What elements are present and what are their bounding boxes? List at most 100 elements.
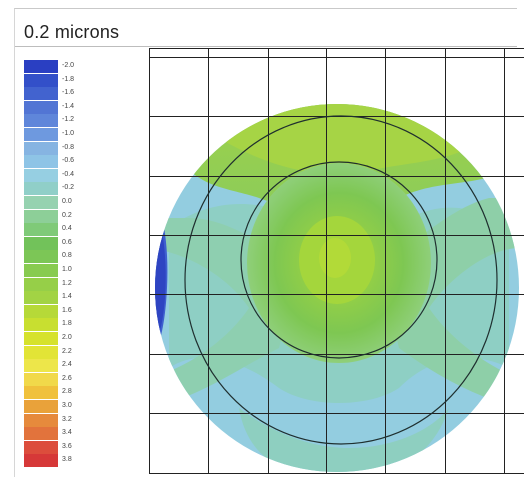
- legend-swatch: [24, 427, 58, 441]
- legend-value-label: 1.4: [62, 293, 72, 301]
- legend-swatch: [24, 155, 58, 169]
- inner-zone-circle: [240, 161, 438, 359]
- legend-value-label: 3.8: [62, 456, 72, 464]
- legend-entry: 2.0: [24, 332, 84, 345]
- legend-value-label: -0.4: [62, 170, 75, 178]
- legend-entry: -1.6: [24, 87, 84, 101]
- legend-entry: 3.2: [24, 413, 84, 427]
- legend-swatch: [24, 440, 58, 454]
- legend-entry: 1.4: [24, 291, 84, 305]
- scale-title: 0.2 microns: [24, 22, 120, 42]
- legend-swatch: [24, 386, 58, 400]
- legend-entry: 1.8: [24, 318, 84, 332]
- legend-entry: -2.0: [24, 60, 84, 73]
- legend-swatch: [24, 454, 58, 468]
- legend-value-label: -0.6: [62, 157, 75, 165]
- topography-map: [149, 48, 524, 474]
- legend-swatch: [24, 209, 58, 223]
- legend-entry: 2.8: [24, 386, 84, 400]
- legend-value-label: -1.0: [62, 130, 75, 137]
- color-map-panel: 0.2 microns -2.0 -1.8 -1.6 -1.4 -1.2 -1.0 -0.8…: [14, 8, 524, 477]
- legend-entry: 0.6: [24, 236, 84, 250]
- legend-entry: -1.0: [24, 128, 84, 141]
- legend-value-label: 0.2: [62, 211, 72, 219]
- legend-entry: 2.4: [24, 359, 84, 373]
- legend-entry: -0.2: [24, 182, 84, 196]
- legend-swatch: [24, 223, 58, 237]
- legend-value-label: -0.8: [62, 143, 75, 151]
- legend-entry: 2.6: [24, 372, 84, 386]
- outer-zone-circle: [184, 115, 498, 445]
- legend-swatch: [24, 100, 58, 114]
- legend-swatch: [24, 182, 58, 196]
- legend-swatch: [24, 318, 58, 332]
- lower-teal-zone: [239, 408, 449, 472]
- legend-swatch: [24, 168, 58, 182]
- legend-value-label: 0.6: [62, 238, 72, 246]
- legend-entry: -0.6: [24, 155, 84, 169]
- legend-value-label: 1.2: [62, 279, 72, 287]
- legend-swatch: [24, 359, 58, 373]
- legend-entry: 0.0: [24, 196, 84, 209]
- legend-value-label: 1.8: [62, 320, 72, 328]
- legend-swatch: [24, 236, 58, 250]
- legend-entry: -1.2: [24, 114, 84, 128]
- legend-value-label: 2.0: [62, 334, 72, 341]
- legend-entry: 1.0: [24, 264, 84, 277]
- legend-swatch: [24, 87, 58, 101]
- legend-swatch: [24, 196, 58, 209]
- legend-entry: -0.8: [24, 141, 84, 155]
- legend-value-label: 2.8: [62, 388, 72, 396]
- legend-entry: -1.8: [24, 73, 84, 87]
- legend-value-label: 3.0: [62, 402, 72, 409]
- legend-entry: 1.2: [24, 277, 84, 291]
- legend-value-label: 3.2: [62, 415, 72, 423]
- legend-entry: 0.2: [24, 209, 84, 223]
- legend-entry: 2.2: [24, 345, 84, 359]
- legend-swatch: [24, 141, 58, 155]
- header-divider: [15, 46, 517, 47]
- legend-value-label: -1.2: [62, 116, 75, 124]
- legend-value-label: -1.4: [62, 102, 75, 110]
- legend-value-label: 2.2: [62, 347, 72, 355]
- legend-entry: 0.8: [24, 250, 84, 264]
- legend-swatch: [24, 400, 58, 413]
- legend-swatch: [24, 73, 58, 87]
- legend-value-label: 0.4: [62, 225, 72, 233]
- left-deep-blue-edge: [155, 208, 166, 348]
- legend-entry: 1.6: [24, 304, 84, 318]
- legend-swatch: [24, 264, 58, 277]
- legend-value-label: 2.4: [62, 361, 72, 369]
- legend-value-label: 1.6: [62, 306, 72, 314]
- legend-swatch: [24, 345, 58, 359]
- central-peak-core: [319, 238, 351, 278]
- legend-value-label: -1.6: [62, 89, 75, 97]
- legend-entry: 3.4: [24, 427, 84, 441]
- legend-swatch: [24, 60, 58, 73]
- legend-value-label: 3.6: [62, 442, 72, 450]
- legend-entry: -0.4: [24, 168, 84, 182]
- legend-entry: 0.4: [24, 223, 84, 237]
- legend-swatch: [24, 332, 58, 345]
- legend-value-label: 2.6: [62, 374, 72, 382]
- legend-value-label: -0.2: [62, 184, 75, 192]
- legend-swatch: [24, 372, 58, 386]
- legend-swatch: [24, 413, 58, 427]
- legend-swatch: [24, 128, 58, 141]
- color-scale-legend: -2.0 -1.8 -1.6 -1.4 -1.2 -1.0 -0.8 -0.6 -0.4 -0.2…: [24, 60, 84, 470]
- legend-swatch: [24, 114, 58, 128]
- legend-entry: -1.4: [24, 100, 84, 114]
- legend-value-label: -1.8: [62, 75, 75, 83]
- legend-value-label: 1.0: [62, 266, 72, 273]
- legend-swatch: [24, 304, 58, 318]
- legend-value-label: 3.4: [62, 429, 72, 437]
- legend-swatch: [24, 250, 58, 264]
- legend-swatch: [24, 291, 58, 305]
- legend-swatch: [24, 277, 58, 291]
- legend-entry: 3.8: [24, 454, 84, 468]
- legend-entry: 3.6: [24, 440, 84, 454]
- legend-value-label: -2.0: [62, 62, 75, 69]
- legend-value-label: 0.8: [62, 252, 72, 260]
- legend-entry: 3.0: [24, 400, 84, 413]
- legend-value-label: 0.0: [62, 198, 72, 205]
